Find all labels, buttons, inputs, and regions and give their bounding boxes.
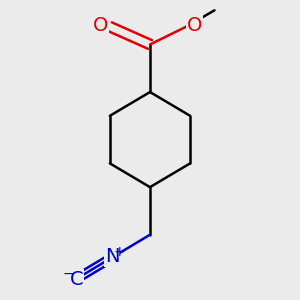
Text: −: −	[62, 267, 74, 281]
Text: C: C	[70, 270, 83, 289]
Text: +: +	[114, 245, 125, 259]
Text: N: N	[105, 248, 119, 266]
Text: O: O	[93, 16, 108, 35]
Text: O: O	[187, 16, 202, 35]
